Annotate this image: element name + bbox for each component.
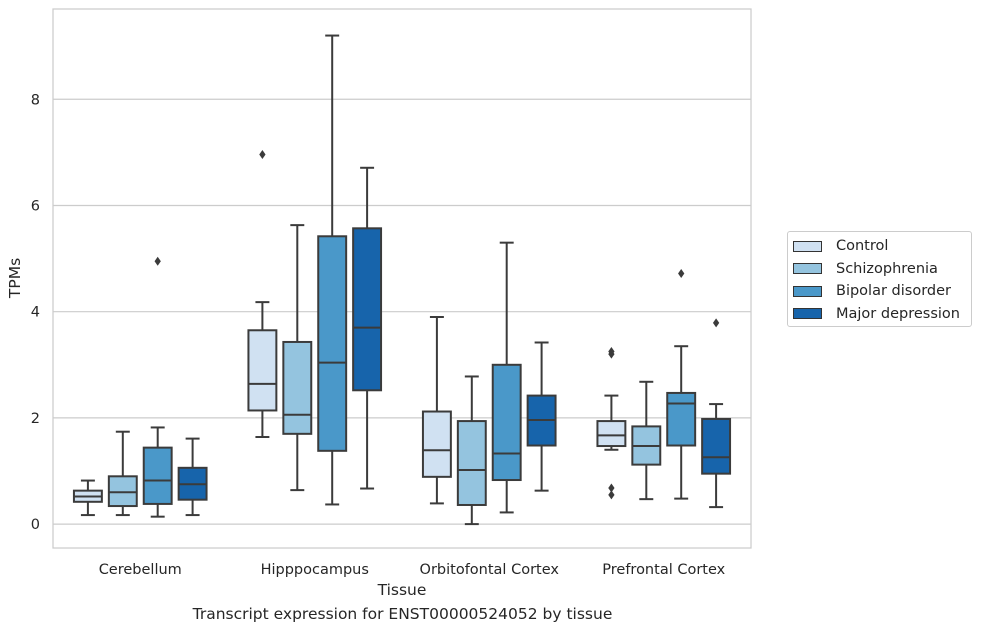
legend-swatch-major-depression [793, 308, 822, 320]
box-schizophrenia [282, 224, 313, 492]
outlier-point [608, 349, 615, 359]
box-iqr [701, 417, 732, 475]
outlier-point [678, 268, 685, 278]
legend-item-major-depression: Major depression [793, 303, 971, 326]
box-major-depression [352, 166, 383, 490]
box-series [72, 34, 732, 526]
legend-swatch-control [793, 240, 822, 252]
box-major-depression [701, 318, 732, 509]
box-bipolar-disorder [317, 34, 348, 506]
x-tick-labels: Cerebellum Hipppocampus Orbitofontal Corte… [99, 562, 726, 578]
outlier-point [712, 318, 720, 328]
box-iqr [247, 329, 278, 412]
y-tick-label: 6 [31, 198, 40, 214]
box-control [247, 150, 278, 439]
box-iqr [352, 227, 383, 392]
legend-item-schizophrenia: Schizophrenia [793, 258, 971, 281]
legend: Control Schizophrenia Bipolar disorder M… [787, 231, 972, 327]
box-iqr [142, 446, 173, 505]
y-tick-labels: 0 2 4 6 8 [31, 92, 40, 533]
y-tick-label: 2 [31, 411, 40, 427]
plot-frame [52, 8, 752, 549]
box-iqr [282, 340, 313, 435]
box-iqr [421, 410, 452, 478]
box-control [72, 479, 103, 517]
box-iqr [456, 420, 487, 506]
y-axis-label: TPMs [6, 258, 24, 299]
legend-label-bipolar-disorder: Bipolar disorder [836, 283, 951, 300]
x-tick-label: Hipppocampus [261, 562, 369, 578]
legend-swatch-bipolar-disorder [793, 285, 822, 297]
box-iqr [317, 235, 348, 452]
outlier-point [259, 150, 266, 160]
box-iqr [666, 391, 697, 447]
box-control [596, 347, 627, 500]
legend-item-control: Control [793, 235, 971, 258]
x-tick-label: Prefrontal Cortex [602, 562, 725, 578]
box-major-depression [526, 341, 557, 492]
box-iqr [107, 475, 138, 508]
box-iqr [491, 363, 522, 482]
y-tick-label: 8 [31, 92, 40, 108]
box-schizophrenia [631, 380, 662, 501]
legend-label-control: Control [836, 238, 889, 255]
outlier-point [608, 490, 615, 500]
x-tick-label: Orbitofontal Cortex [420, 562, 560, 578]
legend-swatch-schizophrenia [793, 263, 822, 275]
x-axis-label: Tissue [377, 581, 427, 599]
figure-caption: Transcript expression for ENST0000052405… [192, 605, 613, 623]
box-schizophrenia [456, 375, 487, 526]
y-gridlines [53, 98, 751, 525]
legend-item-bipolar-disorder: Bipolar disorder [793, 280, 971, 303]
box-iqr [596, 420, 627, 448]
box-control [421, 316, 452, 505]
box-bipolar-disorder [491, 241, 522, 514]
legend-label-schizophrenia: Schizophrenia [836, 260, 938, 277]
x-tick-label: Cerebellum [99, 562, 182, 578]
legend-label-major-depression: Major depression [836, 305, 960, 322]
y-tick-label: 4 [31, 305, 40, 321]
outlier-point [608, 483, 615, 493]
box-major-depression [177, 437, 208, 517]
box-schizophrenia [107, 430, 138, 517]
box-bipolar-disorder [666, 268, 697, 500]
outlier-point [154, 256, 161, 266]
y-tick-label: 0 [31, 517, 40, 533]
box-bipolar-disorder [142, 256, 173, 518]
